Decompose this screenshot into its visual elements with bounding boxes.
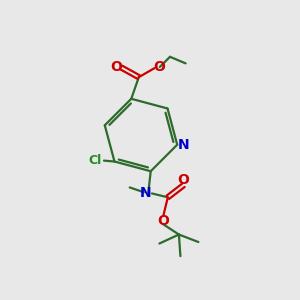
Text: N: N — [178, 138, 190, 152]
Text: Cl: Cl — [88, 154, 102, 166]
Text: N: N — [140, 186, 152, 200]
Text: O: O — [153, 60, 165, 74]
Text: O: O — [178, 173, 189, 187]
Text: O: O — [110, 60, 122, 74]
Text: O: O — [157, 214, 169, 228]
